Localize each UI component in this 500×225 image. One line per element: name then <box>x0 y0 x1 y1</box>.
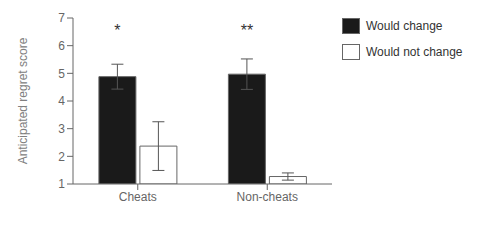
svg-text:5: 5 <box>58 67 65 81</box>
svg-text:6: 6 <box>58 39 65 53</box>
svg-text:1: 1 <box>58 177 65 191</box>
svg-text:3: 3 <box>58 122 65 136</box>
svg-text:*: * <box>114 22 120 39</box>
svg-text:Non-cheats: Non-cheats <box>237 190 298 204</box>
svg-text:Cheats: Cheats <box>119 190 157 204</box>
html-text:Would change: Would change <box>366 19 443 33</box>
svg-text:**: ** <box>241 22 253 39</box>
svg-text:2: 2 <box>58 150 65 164</box>
html-text:Would not change: Would not change <box>366 45 463 59</box>
svg-text:4: 4 <box>58 94 65 108</box>
svg-text:Anticipated regret score: Anticipated regret score <box>16 37 30 164</box>
svg-text:7: 7 <box>58 11 65 25</box>
